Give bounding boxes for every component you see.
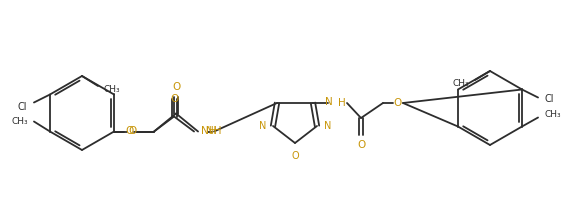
Text: O: O [125, 126, 133, 136]
Text: O: O [394, 98, 402, 108]
Text: CH₃: CH₃ [104, 84, 121, 93]
Text: O: O [291, 151, 299, 161]
Text: Cl: Cl [18, 102, 27, 112]
Text: N: N [324, 121, 331, 131]
Text: CH₃: CH₃ [544, 110, 561, 119]
Text: CH₃: CH₃ [11, 117, 28, 126]
Text: CH₃: CH₃ [452, 79, 469, 88]
Text: H: H [338, 98, 346, 108]
Text: NH: NH [206, 126, 222, 136]
Text: O: O [357, 140, 365, 150]
Text: O: O [172, 82, 180, 92]
Text: N: N [325, 97, 333, 107]
Text: O: O [170, 94, 178, 104]
Text: N: N [258, 121, 266, 131]
Text: O: O [128, 126, 136, 136]
Text: NH: NH [201, 126, 217, 136]
Text: Cl: Cl [544, 94, 554, 104]
